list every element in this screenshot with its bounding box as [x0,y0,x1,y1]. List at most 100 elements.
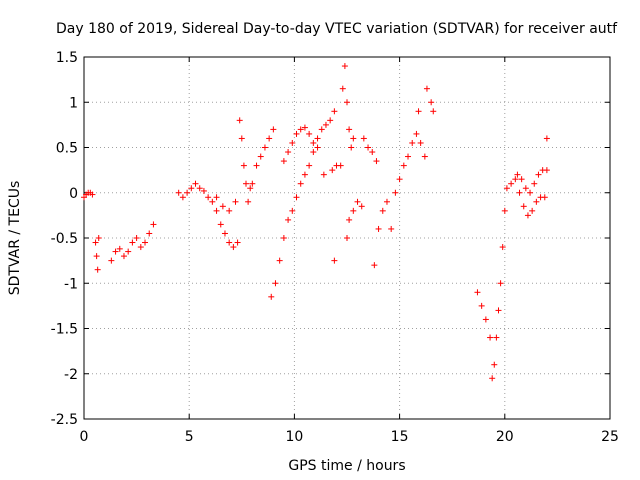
data-point [213,194,220,201]
data-point [369,149,376,156]
x-axis-label: GPS time / hours [288,458,405,474]
data-point [354,198,361,205]
data-point [516,189,523,196]
data-point [371,262,378,269]
data-point [346,126,353,133]
data-point [314,135,321,142]
data-point [297,126,304,133]
data-point [417,139,424,146]
data-point [266,135,273,142]
data-point [339,85,346,92]
y-tick-label: -1.5 [51,322,78,338]
data-point [179,194,186,201]
x-tick-label: 10 [285,429,303,445]
data-point [306,162,313,169]
data-point [175,189,182,196]
data-point [93,253,100,260]
data-point [120,253,127,260]
data-point [514,171,521,178]
y-tick-label: -0.5 [51,231,78,247]
data-point [348,144,355,151]
data-point [379,207,386,214]
data-point [253,162,260,169]
data-point [247,185,254,192]
data-point [192,180,199,187]
data-point [478,302,485,309]
data-point [240,162,247,169]
data-point [226,239,233,246]
data-point [489,375,496,382]
data-point [249,180,256,187]
x-tick-label: 20 [496,429,514,445]
data-point [95,235,102,241]
data-point [196,185,203,192]
data-point [217,221,224,228]
data-point [423,85,430,92]
data-series [81,63,550,382]
data-point [133,235,140,241]
data-point [261,144,268,151]
data-point [508,180,515,187]
data-point [428,99,435,106]
data-point [541,194,548,201]
data-point [270,126,277,133]
data-point [405,153,412,160]
data-point [285,149,292,156]
data-point [293,194,300,201]
data-point [245,198,252,205]
grid [84,57,610,419]
data-point [543,167,550,174]
data-point [499,244,506,251]
data-point [320,171,327,178]
data-point [365,144,372,151]
data-point [529,207,536,214]
data-point [543,135,550,142]
data-point [230,244,237,251]
data-point [358,203,365,210]
data-point [474,289,481,296]
data-point [487,334,494,341]
x-axis-ticks: 0 5 10 15 20 25 [80,57,619,445]
data-point [116,245,123,252]
data-point [341,63,348,70]
data-point [280,158,287,165]
data-point [400,162,407,169]
data-point [301,124,308,131]
data-point [232,198,239,205]
data-point [524,212,531,219]
data-point [430,108,437,115]
data-point [280,235,287,241]
y-axis-label: SDTVAR / TECUs [7,181,23,296]
data-point [112,248,119,255]
data-point [409,139,416,146]
data-point [200,187,207,194]
data-point [491,361,498,368]
data-point [234,239,241,246]
data-point [297,180,304,187]
data-point [226,207,233,214]
y-tick-label: -2 [64,367,78,383]
data-point [221,230,228,237]
data-point [322,121,329,128]
data-point [257,153,264,160]
data-point [293,130,300,137]
data-point [331,257,338,264]
data-point [346,216,353,223]
data-point [527,189,534,196]
data-point [150,221,157,228]
data-point [396,176,403,183]
data-point [89,191,96,198]
data-point [108,257,115,264]
data-point [531,180,538,187]
data-point [331,108,338,115]
data-point [209,198,216,205]
data-point [125,248,132,255]
data-point [219,203,226,210]
data-point [344,99,350,106]
data-point [329,167,336,174]
x-tick-label: 25 [601,429,619,445]
data-point [146,230,153,237]
data-point [285,216,292,223]
y-tick-label: -2.5 [51,412,78,428]
